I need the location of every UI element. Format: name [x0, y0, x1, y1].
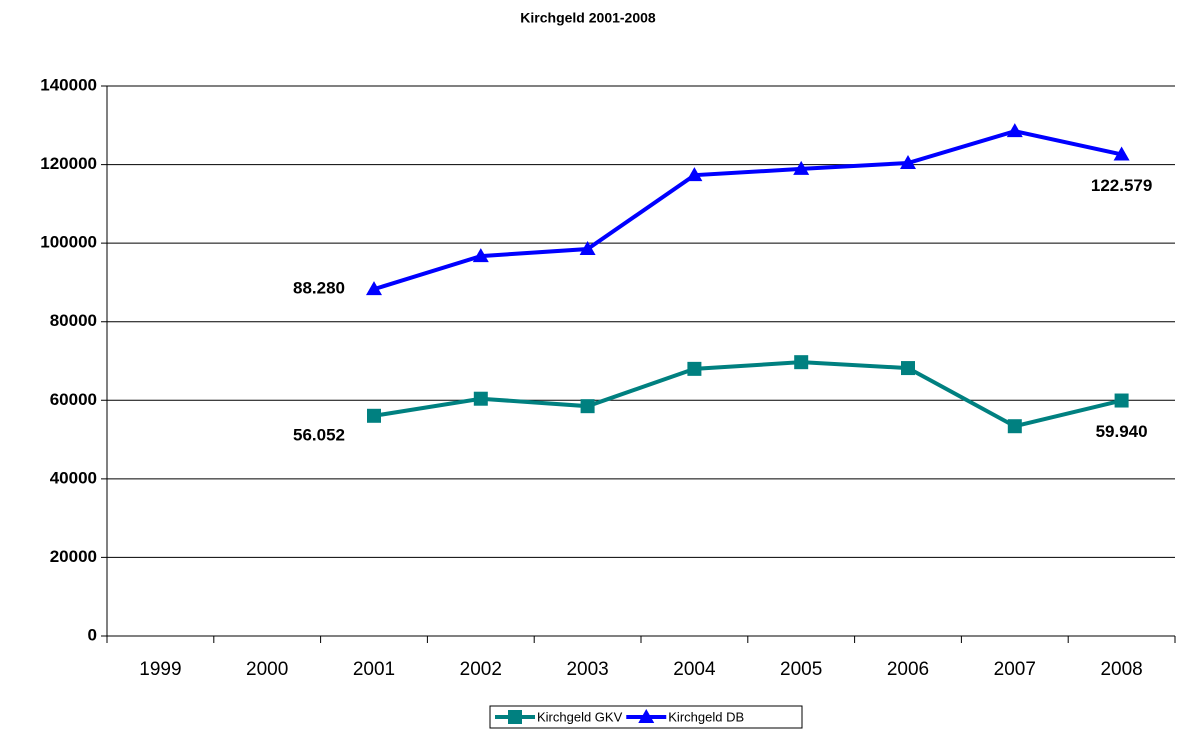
y-tick-label: 60000 [50, 390, 97, 409]
x-tick-label: 1999 [139, 659, 181, 680]
y-tick-label: 140000 [40, 75, 97, 94]
series-line [373, 129, 1123, 292]
y-tick-label: 20000 [50, 547, 97, 566]
value-label: 88.280 [293, 279, 345, 298]
value-label: 59.940 [1096, 422, 1148, 441]
x-tick-label: 2005 [780, 659, 822, 680]
x-tick-label: 2008 [1100, 659, 1142, 680]
marker [686, 167, 703, 182]
marker [473, 391, 488, 406]
marker [900, 155, 916, 169]
x-tick-label: 2004 [673, 659, 716, 680]
legend-label: Kirchgeld GKV [537, 709, 623, 724]
marker [580, 399, 595, 414]
y-tick-label: 40000 [50, 468, 97, 487]
y-tick-label: 0 [88, 625, 97, 644]
marker [687, 361, 702, 376]
x-tick-label: 2007 [994, 659, 1036, 680]
value-label: 56.052 [293, 425, 345, 444]
marker [1113, 146, 1130, 161]
x-tick-label: 2003 [566, 659, 608, 680]
legend-label: Kirchgeld DB [668, 709, 744, 724]
marker [367, 408, 381, 423]
marker [472, 248, 489, 263]
x-tick-label: 2002 [460, 659, 502, 680]
x-tick-label: 2000 [246, 659, 288, 680]
marker [366, 281, 382, 296]
marker [579, 241, 596, 256]
x-tick-label: 2001 [353, 659, 395, 680]
value-label: 122.579 [1091, 176, 1152, 195]
marker [1114, 393, 1129, 408]
legend: Kirchgeld GKV Kirchgeld DB [489, 705, 803, 729]
x-tick-label: 2006 [887, 659, 929, 680]
marker [1007, 419, 1022, 434]
y-tick-label: 80000 [50, 311, 97, 330]
chart-title: Kirchgeld 2001-2008 [520, 10, 656, 26]
marker [794, 355, 809, 370]
marker [638, 709, 655, 723]
marker [901, 361, 915, 376]
marker [793, 160, 810, 175]
y-tick-label: 120000 [40, 154, 97, 173]
series-line [373, 360, 1123, 429]
y-tick-label: 100000 [40, 233, 97, 252]
marker [508, 710, 522, 724]
marker [1006, 123, 1023, 138]
